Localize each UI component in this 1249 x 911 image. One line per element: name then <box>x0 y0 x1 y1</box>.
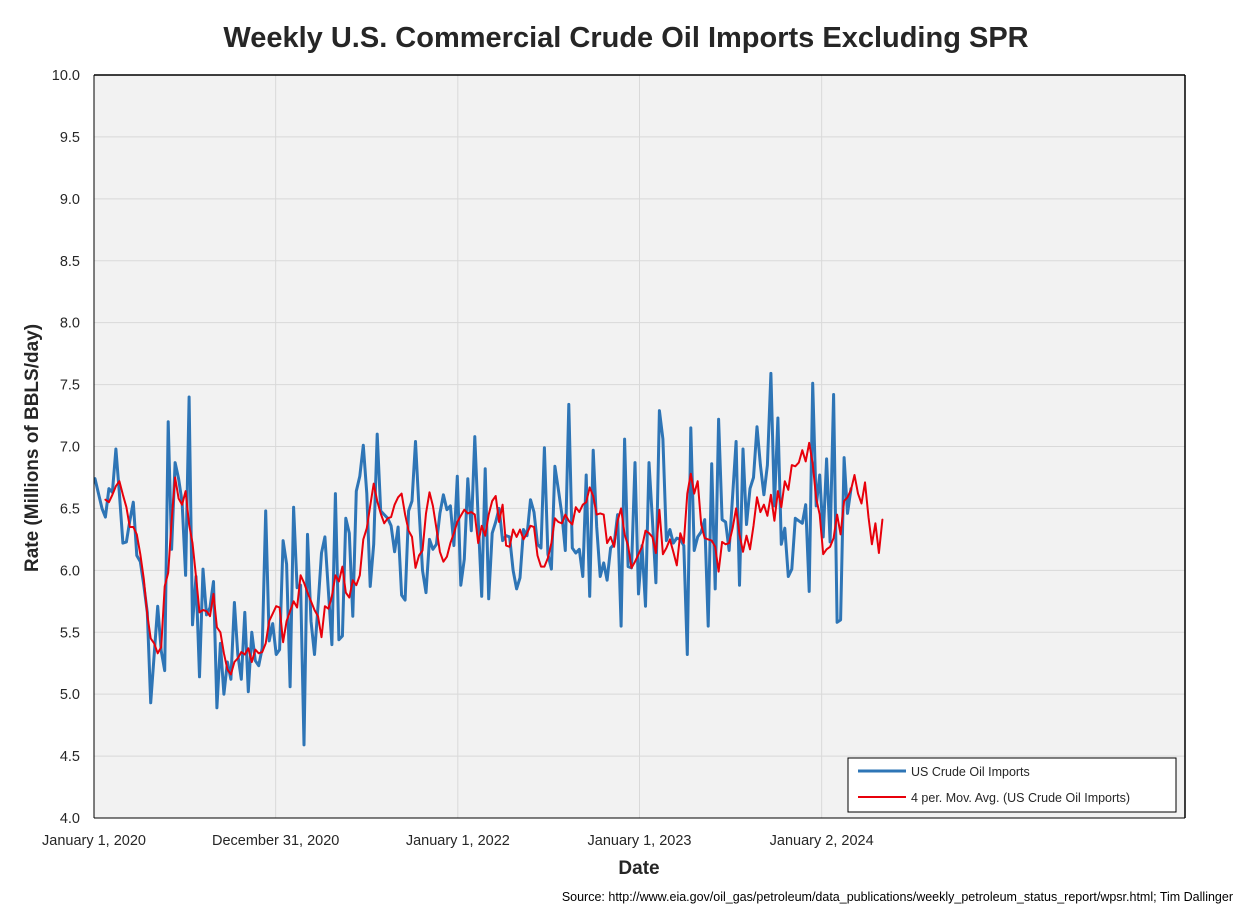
gridlines <box>94 74 1185 819</box>
x-tick-label: December 31, 2020 <box>212 833 339 849</box>
y-tick-label: 5.5 <box>60 625 80 641</box>
y-tick-label: 7.0 <box>60 440 80 456</box>
series-layer <box>93 371 884 747</box>
x-tick-label: January 1, 2022 <box>406 833 510 849</box>
chart-title: Weekly U.S. Commercial Crude Oil Imports… <box>223 22 1028 54</box>
x-tick-label: January 1, 2023 <box>588 833 692 849</box>
x-axis-title: Date <box>618 858 659 879</box>
x-tick-label: January 1, 2020 <box>42 833 146 849</box>
source-note: Source: http://www.eia.gov/oil_gas/petro… <box>562 890 1233 904</box>
y-tick-label: 8.0 <box>60 316 80 332</box>
legend-label-moving-avg: 4 per. Mov. Avg. (US Crude Oil Imports) <box>911 791 1130 805</box>
x-axis-ticks: January 1, 2020 December 31, 2020 January … <box>42 833 874 849</box>
y-tick-label: 7.5 <box>60 378 80 394</box>
series-line-moving-avg <box>104 441 884 676</box>
y-tick-label: 8.5 <box>60 254 80 270</box>
legend-label-imports: US Crude Oil Imports <box>911 765 1030 779</box>
series-line-imports <box>93 371 853 747</box>
y-tick-label: 6.0 <box>60 563 80 579</box>
y-tick-label: 10.0 <box>52 68 80 84</box>
y-tick-label: 5.0 <box>60 687 80 703</box>
y-tick-label: 4.5 <box>60 749 80 765</box>
y-axis-title: Rate (Millions of BBLS/day) <box>22 324 43 572</box>
y-tick-label: 9.5 <box>60 130 80 146</box>
x-tick-label: January 2, 2024 <box>770 833 874 849</box>
axes <box>93 74 1186 819</box>
y-tick-label: 6.5 <box>60 501 80 517</box>
legend-box <box>847 757 1177 813</box>
legend: US Crude Oil Imports 4 per. Mov. Avg. (U… <box>847 757 1177 813</box>
y-tick-label: 4.0 <box>60 811 80 827</box>
y-axis-ticks: 4.0 4.5 5.0 5.5 6.0 6.5 7.0 7.5 8.0 8.5 9.0 9.5 10.0 <box>52 68 80 827</box>
y-tick-label: 9.0 <box>60 192 80 208</box>
